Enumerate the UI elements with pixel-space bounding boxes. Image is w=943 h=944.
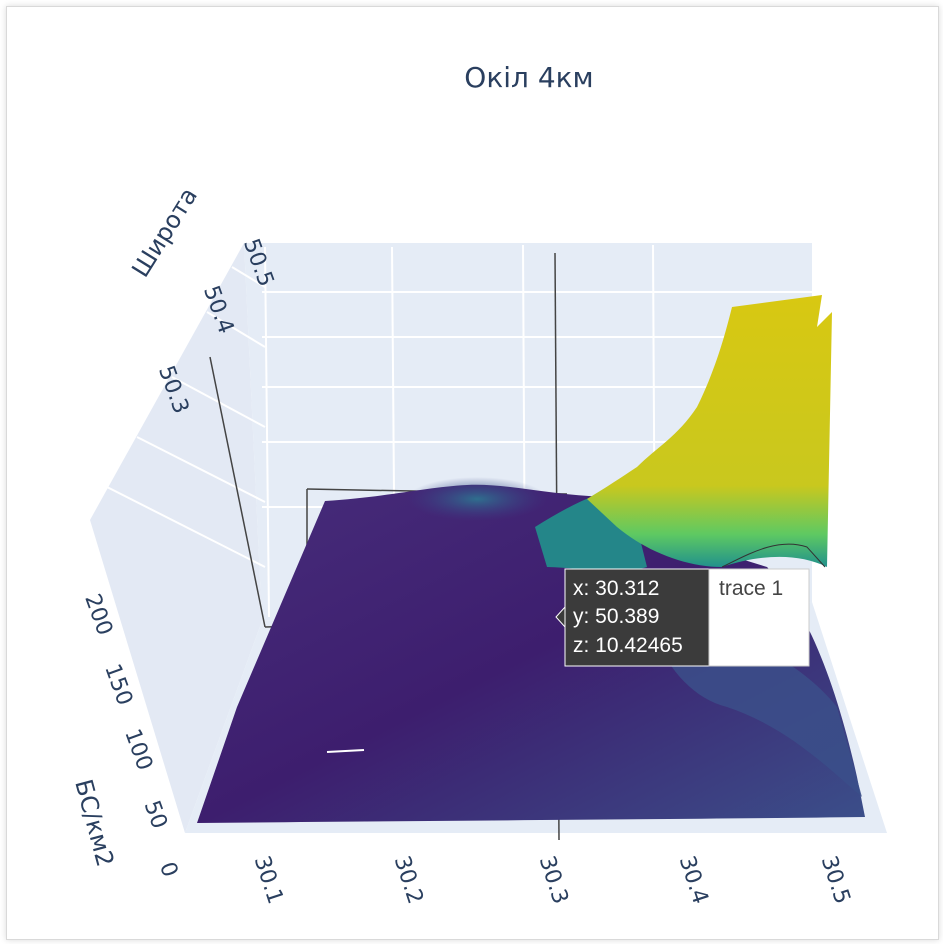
- x-tick-label: 30.1: [249, 853, 288, 907]
- contour-line: [721, 543, 826, 568]
- hover-x-value: x: 30.312: [573, 577, 659, 600]
- z-tick-label: 0: [154, 859, 182, 881]
- surface-plot[interactable]: Окіл 4км Широта 50.5 50.4 50.3 БС/км2 0 …: [7, 7, 938, 939]
- x-tick-label: 30.5: [816, 853, 855, 907]
- chart-frame: Окіл 4км Широта 50.5 50.4 50.3 БС/км2 0 …: [6, 6, 939, 940]
- z-tick-label: 50: [139, 797, 172, 832]
- hover-z-value: z: 10.42465: [573, 634, 683, 657]
- hover-tooltip: x: 30.312 y: 50.389 z: 10.42465 trace 1: [555, 568, 810, 667]
- y-axis-title: Широта: [126, 183, 203, 283]
- z-axis-title: БС/км2: [69, 776, 119, 869]
- hover-trace-name: trace 1: [719, 577, 783, 600]
- z-tick-label: 150: [99, 661, 137, 709]
- x-tick-label: 30.4: [674, 853, 713, 907]
- left-wall: [90, 243, 262, 833]
- x-tick-label: 30.2: [389, 853, 428, 907]
- left-wall-grid: [106, 266, 266, 568]
- z-tick-label: 200: [79, 591, 117, 639]
- chart-title: Окіл 4км: [464, 61, 593, 94]
- hover-y-value: y: 50.389: [573, 605, 659, 628]
- surface-hill: [407, 477, 547, 521]
- surface-artifact: [326, 749, 365, 753]
- z-tick-label: 100: [119, 726, 157, 774]
- surface-peak: [587, 295, 832, 567]
- x-tick-label: 30.3: [534, 853, 573, 907]
